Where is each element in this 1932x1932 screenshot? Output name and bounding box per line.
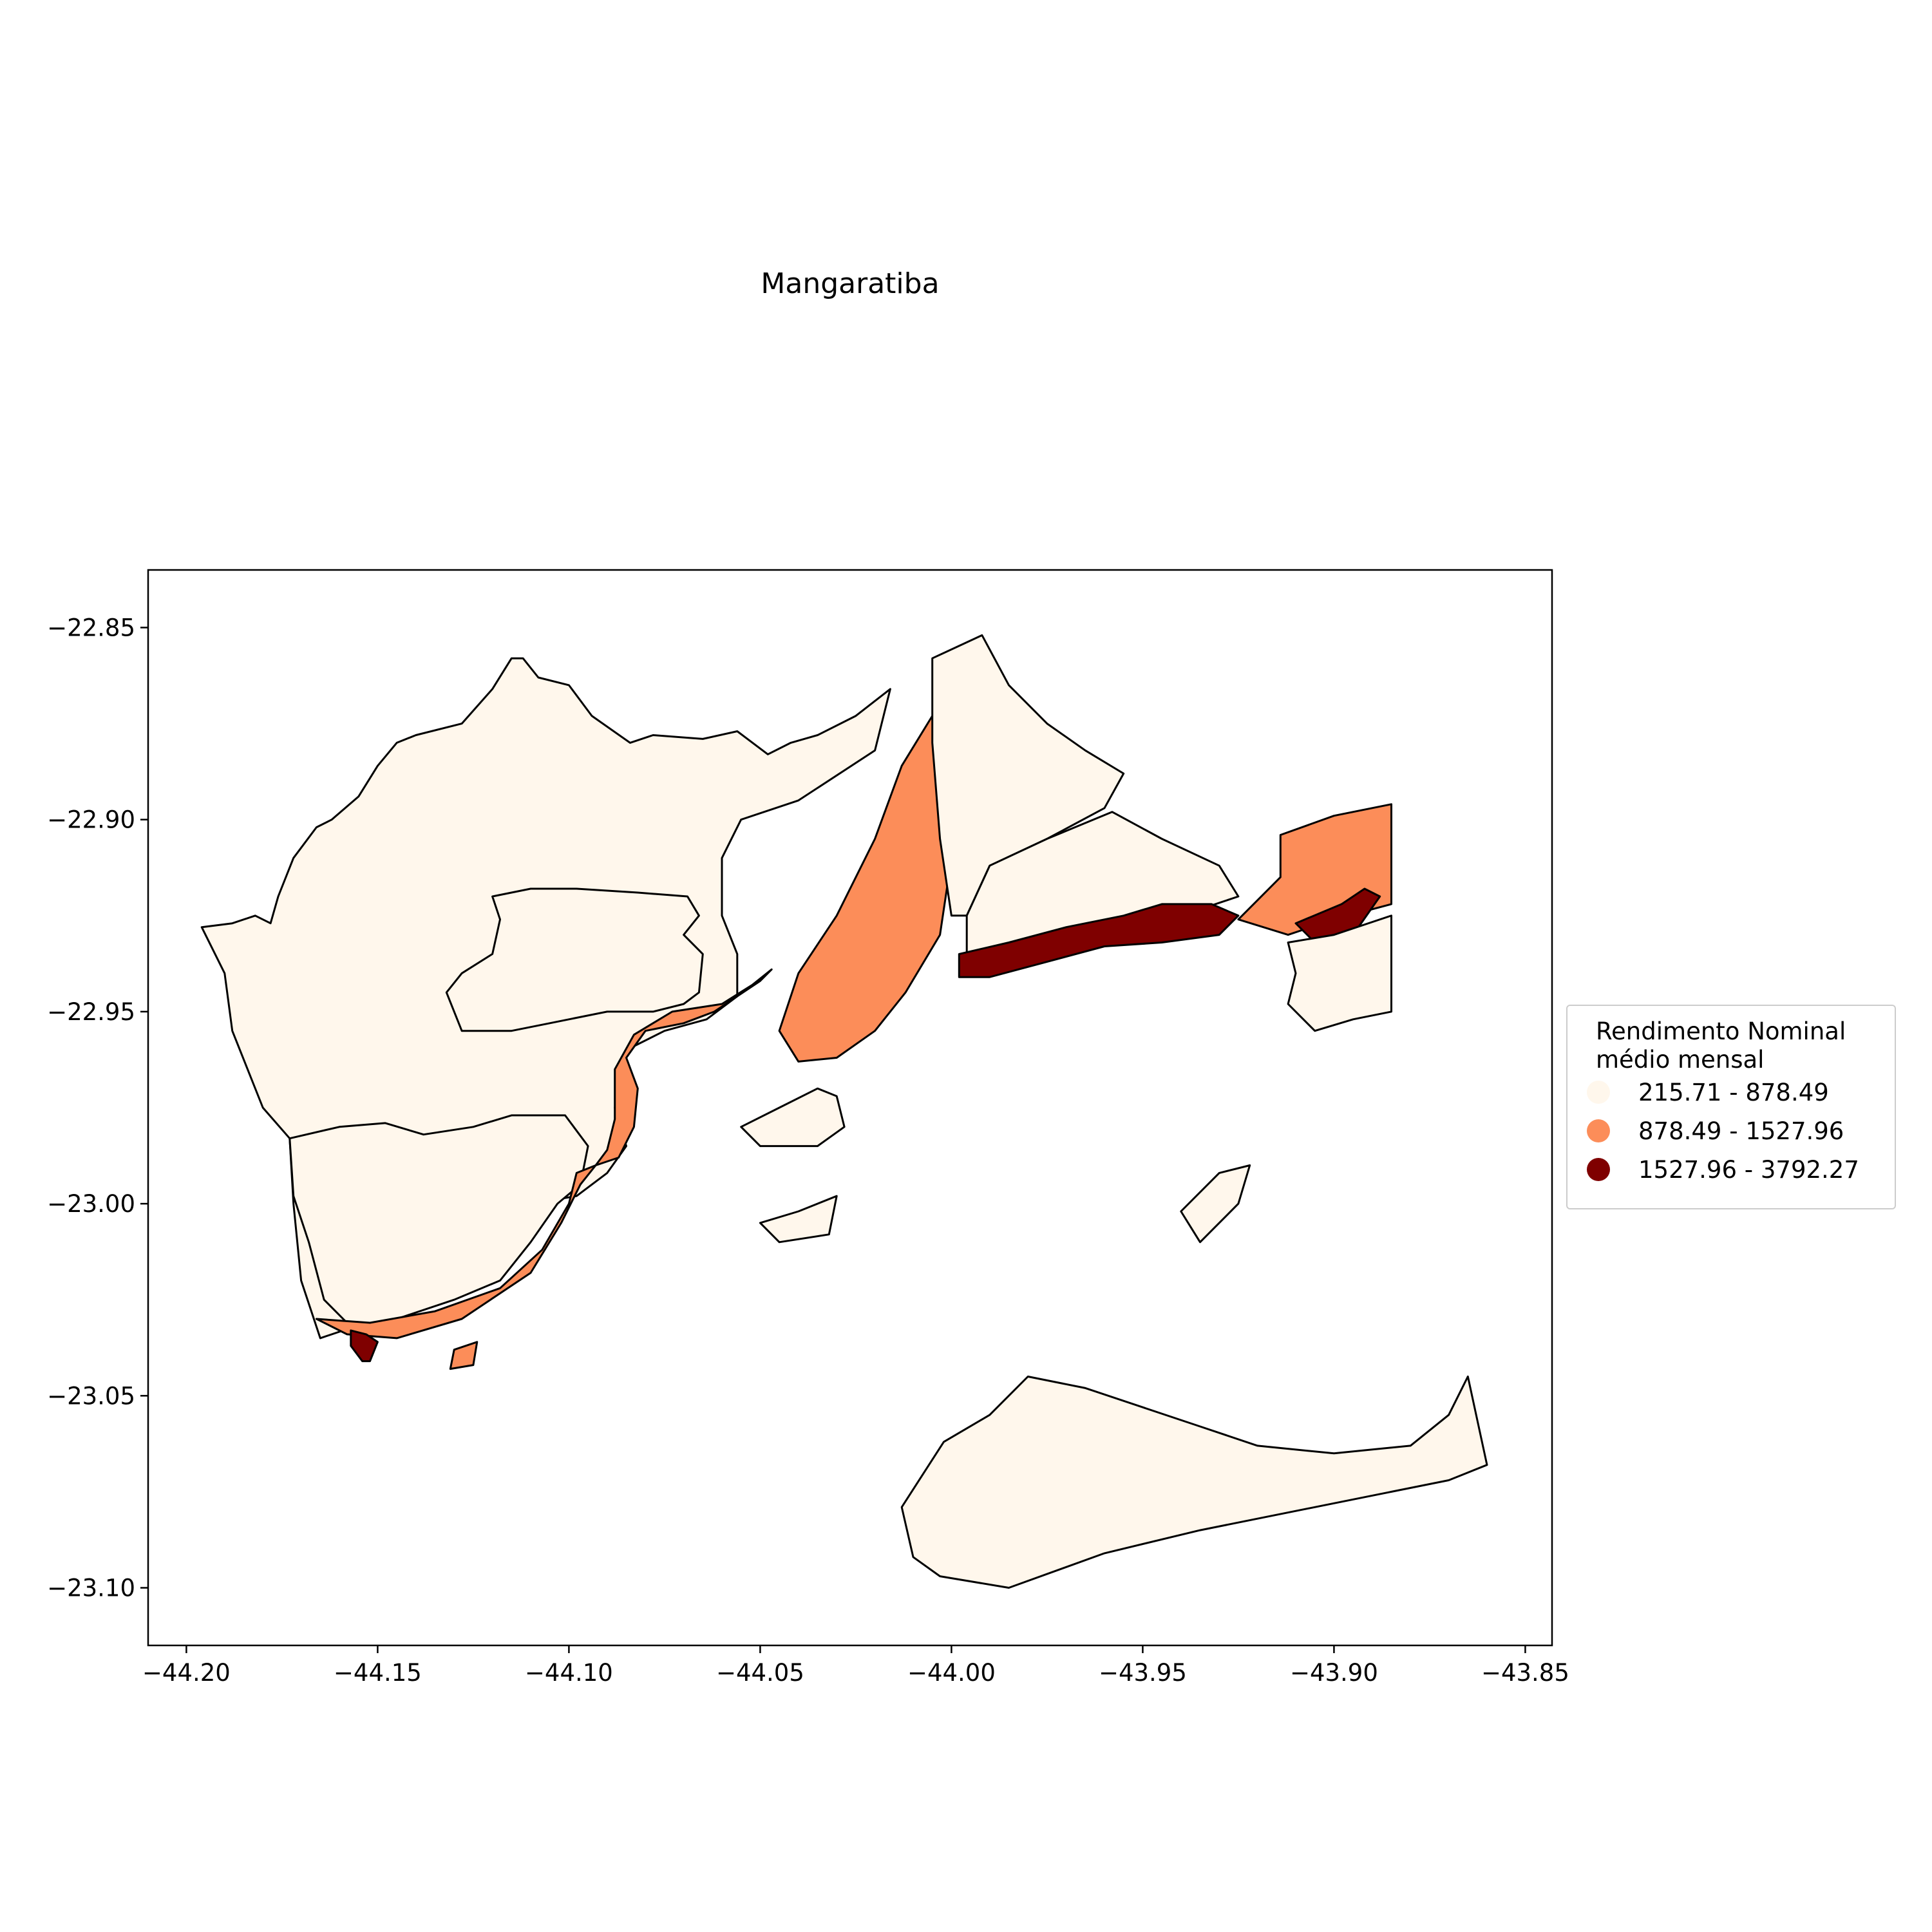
legend-item-1: 215.71 - 878.49	[1587, 1077, 1829, 1108]
region-small-island-orange	[449, 1341, 478, 1370]
x-tick-label: −44.10	[525, 1659, 613, 1687]
legend-label-3: 1527.96 - 3792.27	[1638, 1155, 1859, 1184]
legend-item-3: 1527.96 - 3792.27	[1587, 1154, 1859, 1185]
legend-title: Rendimento Nominal médio mensal	[1596, 1018, 1846, 1074]
x-tick-label: −44.00	[907, 1659, 996, 1687]
y-tick-label: −22.90	[47, 806, 135, 834]
region-west-coast-orange	[594, 968, 773, 1166]
region-central-north-block	[931, 634, 1125, 917]
legend-swatch-2	[1587, 1119, 1610, 1142]
y-tick-label: −23.00	[47, 1190, 135, 1218]
region-east-white-block	[1287, 914, 1392, 1032]
region-southwest-tip	[350, 1329, 379, 1363]
y-tick-label: −22.85	[47, 614, 135, 641]
legend-item-2: 878.49 - 1527.96	[1587, 1115, 1844, 1146]
x-tick-label: −43.90	[1290, 1659, 1378, 1687]
region-east-coast-red	[958, 903, 1240, 978]
x-tick-label: −43.85	[1481, 1659, 1569, 1687]
region-central-island	[740, 1087, 846, 1148]
region-southwest-peninsula	[289, 1114, 589, 1328]
chart-title: Mangaratiba	[761, 267, 939, 300]
legend-label-2: 878.49 - 1527.96	[1638, 1117, 1844, 1145]
y-tick-label: −22.95	[47, 998, 135, 1026]
legend-swatch-3	[1587, 1158, 1610, 1181]
legend-label-1: 215.71 - 878.49	[1638, 1078, 1829, 1106]
axes: −44.20 −44.15 −44.10 −44.05 −44.00 −43.95 −43.…	[47, 614, 1569, 1687]
legend-swatch-1	[1587, 1081, 1610, 1104]
region-inner-valley	[445, 887, 704, 1032]
legend: Rendimento Nominal médio mensal 215.71 -…	[1566, 1005, 1896, 1209]
x-tick-label: −44.05	[716, 1659, 804, 1687]
region-small-island-1	[759, 1195, 838, 1244]
region-east-islands	[1180, 1164, 1251, 1244]
y-tick-label: −23.05	[47, 1382, 135, 1410]
region-ilha-grande	[900, 1376, 1488, 1589]
x-tick-label: −44.20	[142, 1659, 231, 1687]
y-tick-label: −23.10	[47, 1575, 135, 1602]
map-regions	[200, 634, 1488, 1589]
x-tick-label: −44.15	[334, 1659, 422, 1687]
x-tick-label: −43.95	[1099, 1659, 1187, 1687]
